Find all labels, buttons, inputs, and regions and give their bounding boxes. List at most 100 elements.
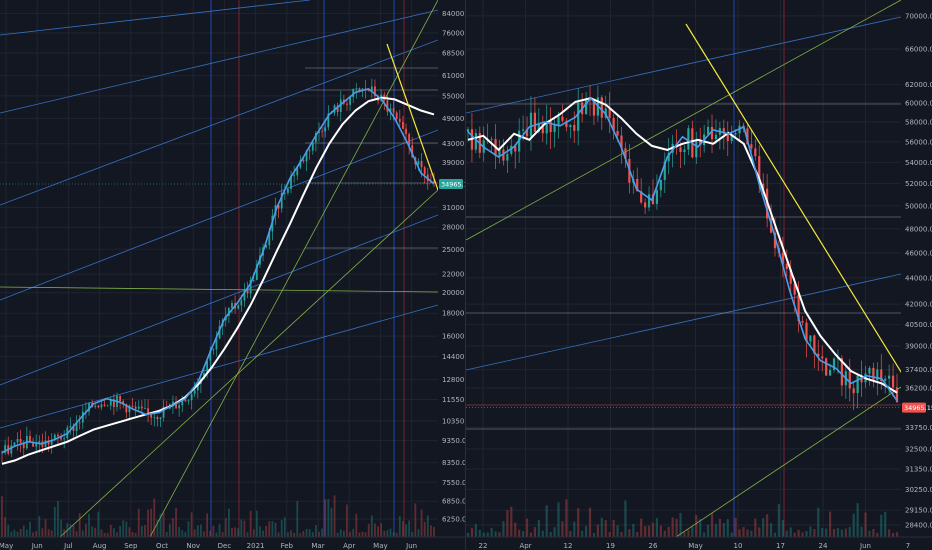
candle-body (100, 404, 103, 408)
volume-bar (433, 527, 435, 537)
trendline[interactable] (466, 273, 901, 371)
pane-divider[interactable] (465, 0, 466, 550)
candle-body (137, 406, 140, 409)
y-tick-label: 58000.00 (905, 119, 932, 127)
trendline[interactable] (0, 0, 311, 36)
volume-bar (212, 525, 215, 537)
candle-body (529, 112, 533, 137)
y-tick-label: 40500.00 (905, 321, 932, 329)
volume-bar (667, 526, 670, 537)
candle-body (277, 205, 280, 209)
candle-body (346, 103, 348, 105)
volume-bar (675, 518, 678, 537)
candle-body (109, 399, 112, 406)
volume-bar (856, 503, 859, 537)
plot-area[interactable] (466, 0, 908, 537)
volume-bar (221, 532, 224, 537)
volume-bar (402, 521, 404, 537)
trendline[interactable] (675, 386, 901, 537)
candle-body (38, 441, 41, 444)
trendline[interactable] (0, 214, 438, 386)
volume-bar (106, 532, 109, 537)
volume-bar (78, 513, 81, 537)
x-tick-label: May (373, 542, 387, 550)
candle-body (131, 405, 134, 407)
trendline[interactable] (0, 39, 438, 206)
candle-body (187, 400, 190, 402)
candle-body (290, 175, 292, 189)
volume-bar (581, 530, 584, 537)
volume-bar (321, 528, 324, 537)
price-axis[interactable]: 84000.00 76000.00 68500.00 61000.00 55000.00… (438, 0, 466, 550)
volume-bar (584, 525, 588, 537)
volume-bar (498, 532, 501, 537)
volume-bar (144, 525, 146, 537)
volume-bar (147, 509, 149, 537)
volume-bar (324, 499, 327, 537)
candle-body (813, 335, 816, 354)
trendline[interactable] (466, 16, 901, 114)
volume-bar (392, 532, 395, 537)
volume-bar (659, 525, 662, 537)
volume-bar (557, 502, 560, 537)
volume-bar (1, 496, 3, 537)
volume-bar (750, 530, 753, 537)
x-tick-label: May (0, 542, 13, 550)
volume-bar (374, 523, 376, 537)
candle-body (374, 86, 376, 97)
volume-bar (553, 527, 556, 537)
candle-body (592, 100, 596, 116)
candle-body (47, 440, 50, 445)
candle-body (423, 167, 426, 175)
candle-body (122, 401, 125, 405)
candle-body (196, 383, 199, 391)
volume-bars (466, 499, 899, 537)
resistance-trendline[interactable] (386, 43, 438, 191)
y-tick-label: 52000.00 (905, 180, 932, 188)
bitcoin-chart-daily[interactable]: 84000.00 76000.00 68500.00 61000.00 55000.00… (0, 0, 466, 550)
price-axis-bg (438, 0, 466, 550)
volume-bar (616, 525, 619, 537)
volume-bar (274, 522, 277, 537)
volume-bar (119, 525, 122, 537)
volume-bar (525, 518, 529, 537)
candle-body (655, 190, 659, 204)
time-axis[interactable]: 22 Apr 12 19 26 May 10 17 24 Jun 7 (466, 536, 932, 550)
volume-bar (203, 531, 205, 537)
y-tick-label: 18000.00 (442, 310, 466, 318)
trendline[interactable] (149, 0, 438, 537)
candle-body (809, 335, 812, 342)
candle-body (773, 232, 777, 249)
volume-bar (522, 530, 525, 537)
trendline[interactable] (466, 0, 901, 241)
plot-area[interactable] (0, 0, 438, 537)
volume-bar (218, 523, 221, 537)
trendline[interactable] (0, 129, 438, 301)
bitcoin-chart-zoomed[interactable]: 70000.00 66000.00 62000.00 60000.00 58000.00… (466, 0, 932, 550)
trendline[interactable] (0, 304, 438, 429)
x-tick-label: Apr (519, 542, 531, 550)
candle-body (72, 426, 75, 431)
candle-body (336, 105, 339, 112)
volume-bar (836, 528, 840, 537)
candle-body (781, 253, 784, 264)
volume-bars (1, 495, 435, 537)
volume-bar (395, 532, 398, 537)
trendline[interactable] (0, 9, 438, 114)
volume-bar (249, 510, 252, 537)
volume-bar (10, 531, 13, 537)
horizontal-support[interactable] (0, 286, 438, 293)
volume-bar (206, 513, 209, 537)
candle-body (659, 179, 662, 191)
resistance-trendline[interactable] (685, 23, 906, 380)
candle-body (324, 127, 327, 132)
volume-bar (482, 532, 485, 537)
volume-bar (414, 503, 417, 537)
price-axis[interactable]: 70000.00 66000.00 62000.00 60000.00 58000.00… (901, 0, 932, 550)
volume-bar (565, 499, 568, 537)
time-axis[interactable]: May Jun Jul Aug Sep Oct Nov Dec 2021 Feb Mar Apr May… (0, 536, 466, 550)
volume-bar (817, 507, 820, 537)
y-tick-label: 11550.00 (442, 396, 466, 404)
x-tick-label: 19 (606, 542, 615, 550)
candle-body (181, 400, 184, 406)
